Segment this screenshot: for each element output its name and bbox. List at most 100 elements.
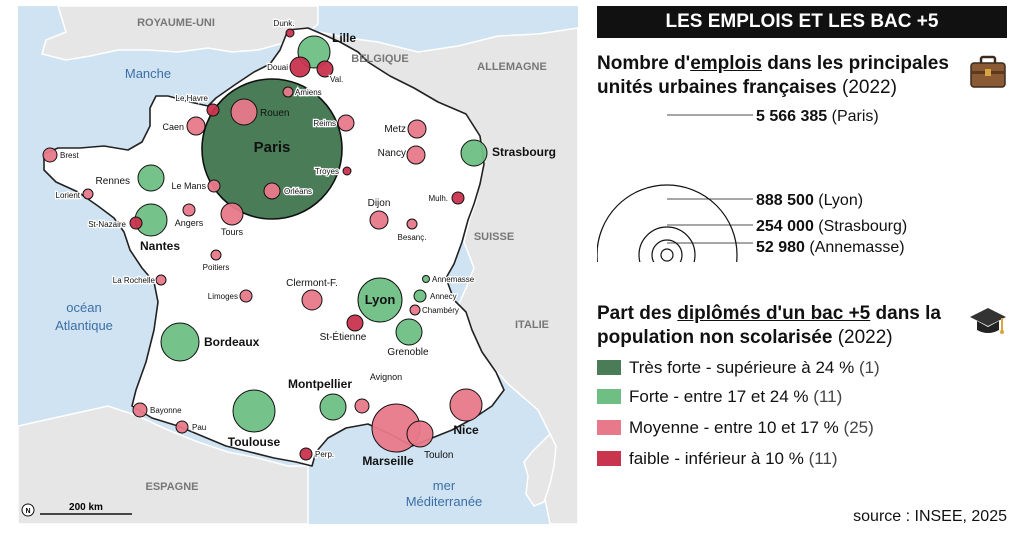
city-label-douai: Douai [267, 63, 288, 72]
city-circle-montpellier [319, 393, 347, 421]
graduation-cap-icon [970, 308, 1006, 334]
city-circle-lyon [357, 277, 403, 323]
city-circle-annemasse [422, 275, 430, 283]
city-circle-toulouse [232, 389, 276, 433]
city-label-nancy: Nancy [378, 148, 406, 159]
sea-label-mediterranee: Méditerranée [406, 494, 483, 509]
city-label-lorient: Lorient [56, 191, 81, 200]
legend-item-moyenne: Moyenne - entre 10 et 17 % (25) [597, 417, 1007, 439]
country-label-uk: ROYAUME-UNI [137, 17, 215, 29]
city-label-bayonne: Bayonne [150, 406, 182, 415]
city-circle-limoges [239, 289, 253, 303]
scale-label-lyon: 888 500 (Lyon) [756, 192, 863, 209]
city-circle-la-rochelle [155, 274, 167, 286]
scale-bar: N 200 km [21, 502, 132, 517]
legend-count-moyenne: (25) [843, 418, 874, 437]
france-landmass [43, 27, 505, 467]
city-circle-st-etienne [346, 314, 364, 332]
city-circle-chambery [409, 304, 421, 316]
city-label-st-etienne: St-Étienne [320, 330, 367, 343]
city-label-st-nazaire: St-Nazaire [88, 220, 126, 229]
city-circle-perp [299, 447, 313, 461]
city-label-angers: Angers [175, 218, 204, 228]
city-label-mulh: Mulh. [428, 194, 448, 203]
city-circle-rennes [137, 164, 165, 192]
map: ROYAUME-UNI BELGIQUE ALLEMAGNE SUISSE IT… [18, 6, 578, 524]
country-label-allemagne: ALLEMAGNE [477, 61, 547, 73]
corsica-landmass [523, 432, 557, 507]
legend-count-forte: (11) [813, 387, 843, 406]
city-circle-brest [42, 147, 58, 163]
section1-title-year: (2022) [836, 77, 897, 98]
city-label-brest: Brest [60, 151, 79, 160]
legend-swatch-faible [597, 451, 621, 466]
city-circle-orleans [263, 182, 281, 200]
city-label-le-mans: Le Mans [171, 181, 206, 191]
city-label-rouen: Rouen [260, 108, 289, 119]
city-circle-strasbourg [460, 139, 488, 167]
country-label-italie: ITALIE [515, 319, 549, 331]
city-label-paris: Paris [254, 139, 291, 156]
city-label-toulouse: Toulouse [228, 435, 281, 449]
city-label-metz: Metz [384, 124, 406, 135]
legend-swatch-forte [597, 389, 621, 404]
city-label-grenoble: Grenoble [387, 347, 429, 358]
city-circle-douai [289, 56, 311, 78]
legend-label-faible: faible - inférieur à 10 % [629, 449, 804, 468]
section2-title-part1: Part des [597, 303, 678, 324]
city-label-besanc: Besanç. [398, 233, 427, 242]
legend-item-tres-forte: Très forte - supérieure à 24 % (1) [597, 357, 1007, 379]
country-label-suisse: SUISSE [474, 231, 514, 243]
city-circle-amiens [282, 86, 294, 98]
city-circle-metz [407, 119, 427, 139]
city-label-annecy: Annecy [430, 292, 457, 301]
city-circle-troyes [342, 166, 352, 176]
city-circle-tours [220, 202, 244, 226]
city-label-tours: Tours [221, 227, 244, 237]
city-label-amiens: Amiens [295, 88, 322, 97]
city-circle-nancy [406, 145, 426, 165]
city-label-dijon: Dijon [368, 198, 391, 209]
city-label-le-havre: Le Havre [176, 94, 209, 103]
circle-scale-annemasse [660, 248, 674, 262]
city-circle-caen [186, 116, 206, 136]
legend-label-tres-forte: Très forte - supérieure à 24 % [629, 358, 855, 377]
circle-size-legend: 5 566 385 (Paris) 888 500 (Lyon) 254 000… [597, 108, 907, 262]
source-note: source : INSEE, 2025 [853, 508, 1007, 525]
city-circle-nice [449, 388, 483, 422]
city-circle-grenoble [395, 318, 423, 346]
country-label-espagne: ESPAGNE [146, 481, 199, 493]
city-circle-le-havre [206, 103, 220, 117]
city-circle-clermont-f [301, 289, 323, 311]
city-circle-besanc [406, 218, 418, 230]
city-label-montpellier: Montpellier [288, 377, 352, 391]
city-circle-lorient [82, 188, 94, 200]
legend-swatch-tres-forte [597, 360, 621, 375]
city-circle-mulh [451, 191, 465, 205]
city-circle-toulon [406, 420, 434, 448]
city-label-lyon: Lyon [365, 292, 396, 307]
city-circle-le-mans [207, 179, 221, 193]
city-label-nantes: Nantes [140, 239, 180, 253]
scale-label-strasbourg: 254 000 (Strasbourg) [756, 218, 907, 235]
legend-item-forte: Forte - entre 17 et 24 % (11) [597, 386, 1007, 408]
legend-panel: LES EMPLOIS ET LES BAC +5 Nombre d'emplo… [597, 0, 1007, 537]
legend-count-faible: (11) [808, 449, 838, 468]
city-circle-avignon [354, 398, 370, 414]
city-circle-bordeaux [160, 322, 200, 362]
section1-title-part1: Nombre d' [597, 53, 691, 74]
city-circle-angers [182, 203, 196, 217]
city-label-reims: Reims [313, 119, 336, 128]
section1-title: Nombre d'emplois dans les principales un… [597, 52, 957, 100]
city-label-chambery: Chambéry [422, 306, 459, 315]
banner-title: LES EMPLOIS ET LES BAC +5 [597, 6, 1007, 38]
section1-title-emplois: emplois [690, 53, 763, 74]
city-label-bordeaux: Bordeaux [204, 335, 260, 349]
legend-count-tres-forte: (1) [858, 358, 880, 377]
city-circle-dunk [285, 28, 295, 38]
city-label-troyes: Troyes [315, 167, 339, 176]
spain-landmass [18, 405, 309, 524]
city-label-toulon: Toulon [424, 450, 453, 461]
sea-label-atlantique: Atlantique [55, 318, 113, 333]
section1-title-part3: dans les principales unités urbaines fra… [597, 53, 949, 98]
